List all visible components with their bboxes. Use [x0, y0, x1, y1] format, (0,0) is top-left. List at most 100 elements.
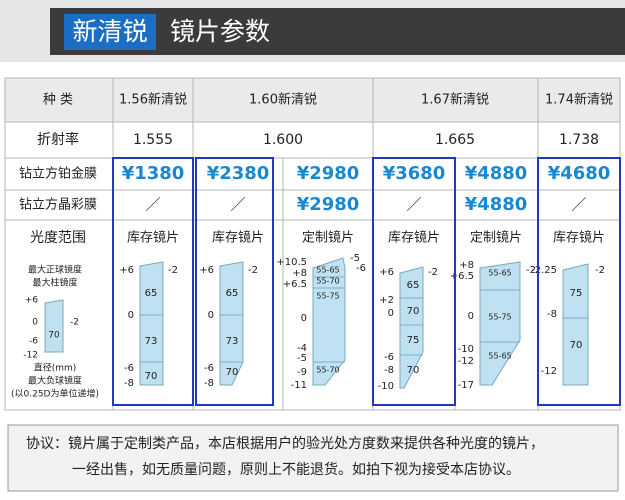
price: ¥3680 [383, 163, 446, 184]
lens-inner: 75 [570, 288, 583, 299]
lens-kind: 库存镜片 [212, 230, 264, 246]
lens-inner: 55-65 [488, 269, 511, 278]
refractive-cell: 1.738 [559, 132, 599, 148]
lens-shape [219, 261, 244, 386]
header-title: 镜片参数 [170, 17, 270, 46]
lens-left: -12 [541, 366, 557, 377]
price: ¥4880 [465, 194, 528, 215]
price: ／ [145, 196, 160, 214]
lens-left: 0 [301, 313, 307, 324]
header-badge: 新清锐 [72, 17, 147, 46]
lens-inner: 55-75 [488, 313, 511, 322]
lens-inner: 55-65 [316, 266, 339, 275]
lens-left: -10 [378, 381, 394, 392]
price: ¥2980 [297, 194, 360, 215]
lens-inner: 65 [145, 288, 158, 299]
lens-right: -2 [595, 265, 605, 276]
lens-left: +6 [119, 265, 134, 276]
lens-left: -12 [458, 356, 474, 367]
header-cell: 1.56新清锐 [119, 92, 187, 108]
lens-shape [312, 257, 346, 386]
refractive-cell: 1.665 [435, 132, 475, 148]
legend-left: -12 [23, 351, 38, 361]
lens-inner: 65 [226, 288, 239, 299]
lens-left: -8 [384, 365, 394, 376]
lens-shape [479, 261, 521, 386]
lens-inner: 75 [407, 335, 420, 346]
lens-inner: 55-65 [488, 352, 511, 361]
refractive-cell: 1.555 [133, 132, 173, 148]
lens-left: +8 [459, 260, 474, 271]
lens-left: +6.5 [283, 279, 307, 290]
lens-left: -17 [458, 380, 474, 391]
lens-inner: 73 [145, 336, 158, 347]
lens-shape [139, 261, 164, 386]
lens-left: -11 [291, 380, 307, 391]
lens-left: +8 [292, 268, 307, 279]
lens-right: -2 [428, 267, 438, 278]
refractive-cell: 1.600 [263, 132, 303, 148]
lens-kind: 定制镜片 [470, 231, 522, 246]
lens-right: -6 [356, 263, 366, 274]
notice-line: 协议：镜片属于定制类产品，本店根据用户的验光处方度数来提供各种光度的镜片， [26, 435, 544, 452]
highlight-box [537, 157, 621, 406]
notice-line: 一经出售，如无质量问题，原则上不能退货。如拍下视为接受本店协议。 [72, 461, 520, 478]
row-label: 光度范围 [30, 229, 86, 246]
legend-text: 最大柱镜度 [32, 277, 77, 289]
lens-right: -2 [168, 265, 178, 276]
lens-inner: 70 [145, 371, 158, 382]
lens-inner: 55-75 [316, 292, 339, 301]
lens-left: -8 [204, 378, 214, 389]
lens-inner: 70 [407, 306, 420, 317]
price: ／ [230, 196, 245, 214]
lens-inner: 65 [407, 280, 420, 291]
notice-box [7, 424, 619, 492]
refractive-cell: 折射率 [37, 131, 79, 148]
lens-inner: 73 [226, 336, 239, 347]
legend-right: -2 [70, 318, 79, 328]
legend-text: 最大正球镜度 [28, 264, 82, 276]
lens-left: -9 [297, 367, 307, 378]
price: ／ [571, 196, 586, 214]
lens-left: -5 [297, 353, 307, 364]
legend-left: +6 [25, 296, 39, 306]
highlight-box [112, 157, 194, 406]
legend-left: -6 [29, 337, 38, 347]
lens-inner: 55-70 [316, 366, 339, 375]
lens-left: -6 [124, 363, 134, 374]
price: ¥2980 [297, 163, 360, 184]
lens-left: +2 [379, 295, 394, 306]
legend-text: 直径(mm) [34, 362, 77, 374]
lens-kind: 库存镜片 [553, 230, 605, 246]
lens-left: -4 [297, 343, 307, 354]
lens-kind: 库存镜片 [127, 230, 179, 246]
header-badge-bg [64, 14, 156, 50]
row-label: 钻立方晶彩膜 [19, 197, 97, 213]
header-cell: 种 类 [43, 93, 73, 108]
lens-kind: 库存镜片 [388, 230, 440, 246]
lens-left: -6 [204, 363, 214, 374]
highlight-box [372, 157, 456, 406]
header-cell: 1.60新清锐 [249, 92, 317, 108]
header-cell: 1.74新清锐 [545, 92, 613, 108]
lens-left: +6 [379, 267, 394, 278]
lens-left: 0 [128, 310, 134, 321]
lens-inner: 70 [226, 367, 239, 378]
lens-kind: 定制镜片 [302, 231, 354, 246]
legend-inner: 70 [48, 331, 60, 341]
lens-inner: 70 [407, 365, 420, 376]
lens-shape [44, 299, 64, 353]
lens-left: 0 [388, 308, 394, 319]
price: ¥4680 [548, 163, 611, 184]
lens-left: -10 [458, 344, 474, 355]
lens-left: -8 [124, 378, 134, 389]
table-head-bg [5, 78, 620, 122]
lens-left: -6 [384, 352, 394, 363]
lens-right: -5 [350, 253, 360, 264]
lens-inner: 55-70 [316, 277, 339, 286]
legend-left: 0 [32, 318, 38, 328]
price: ¥1380 [122, 163, 185, 184]
lens-left: +6 [199, 265, 214, 276]
lens-left: +10.5 [276, 257, 307, 268]
